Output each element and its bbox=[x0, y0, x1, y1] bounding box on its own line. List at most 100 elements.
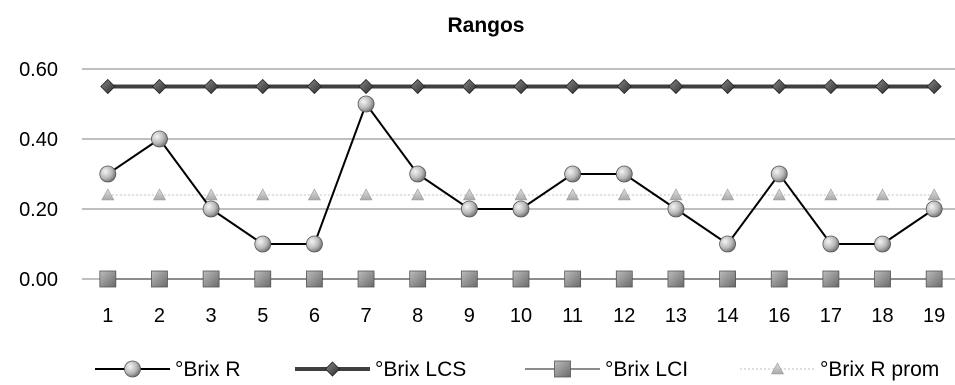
data-point bbox=[204, 188, 218, 201]
data-point bbox=[358, 78, 374, 95]
x-tick-label: 14 bbox=[716, 305, 738, 327]
x-tick-label: 7 bbox=[360, 305, 371, 327]
data-point bbox=[617, 188, 631, 201]
data-point bbox=[822, 235, 840, 253]
legend-label: °Brix R prom bbox=[820, 358, 939, 381]
data-point bbox=[512, 270, 530, 288]
data-point bbox=[771, 78, 787, 95]
data-point bbox=[513, 78, 529, 95]
x-tick-label: 19 bbox=[923, 305, 945, 327]
x-tick-label: 5 bbox=[257, 305, 268, 327]
data-point bbox=[667, 270, 685, 288]
data-point bbox=[152, 188, 166, 201]
legend-label: °Brix LCS bbox=[375, 358, 466, 381]
data-point bbox=[460, 200, 478, 218]
legend-marker bbox=[324, 361, 341, 377]
x-tick-label: 12 bbox=[613, 305, 635, 327]
data-point bbox=[770, 270, 788, 288]
data-point bbox=[615, 270, 633, 288]
data-point bbox=[202, 200, 220, 218]
data-point bbox=[359, 188, 373, 201]
data-point bbox=[254, 270, 272, 288]
data-point bbox=[410, 78, 426, 95]
legend-entry: °Brix R prom bbox=[740, 358, 939, 381]
data-point bbox=[822, 270, 840, 288]
data-point bbox=[565, 78, 581, 95]
data-point bbox=[100, 78, 116, 95]
x-tick-label: 11 bbox=[562, 305, 583, 327]
data-point bbox=[566, 188, 580, 201]
data-point bbox=[514, 188, 528, 201]
series-sphere bbox=[99, 95, 943, 253]
data-point bbox=[151, 270, 168, 288]
legend-entry: °Brix R bbox=[95, 358, 241, 381]
x-tick-label: 8 bbox=[412, 305, 423, 327]
data-point bbox=[770, 165, 788, 183]
series-group bbox=[99, 78, 943, 288]
data-point bbox=[151, 130, 168, 148]
data-point bbox=[823, 78, 839, 95]
data-point bbox=[256, 188, 270, 201]
y-tick-label: 0.60 bbox=[19, 59, 58, 81]
x-tick-label: 10 bbox=[510, 305, 532, 327]
chart-title: Rangos bbox=[447, 14, 524, 37]
data-point bbox=[306, 78, 322, 95]
data-point bbox=[461, 78, 477, 95]
data-point bbox=[357, 270, 375, 288]
legend-marker bbox=[124, 360, 141, 378]
data-point bbox=[615, 165, 633, 183]
data-point bbox=[564, 270, 582, 288]
x-axis-ticks: 1 2 3 5 6 7 8 9 10 11 12 13 14 16 17 18 19 bbox=[102, 305, 945, 327]
data-point bbox=[926, 78, 942, 95]
y-axis-ticks: 0.00 0.20 0.40 0.60 bbox=[19, 59, 58, 291]
series-diamond bbox=[100, 78, 942, 95]
data-point bbox=[411, 188, 425, 201]
data-point bbox=[874, 270, 891, 288]
data-point bbox=[874, 78, 891, 95]
legend: °Brix R °Brix LCS °Brix LCI °Brix R prom bbox=[95, 358, 939, 381]
legend-entry: °Brix LCS bbox=[295, 358, 466, 381]
series-triangle bbox=[101, 188, 941, 201]
data-point bbox=[772, 188, 786, 201]
data-point bbox=[306, 270, 323, 288]
data-point bbox=[667, 200, 685, 218]
series-square bbox=[99, 270, 943, 288]
data-point bbox=[925, 270, 943, 288]
x-tick-label: 3 bbox=[206, 305, 217, 327]
data-point bbox=[721, 188, 735, 201]
x-tick-label: 2 bbox=[154, 305, 165, 327]
data-point bbox=[925, 200, 943, 218]
data-point bbox=[409, 165, 427, 183]
data-point bbox=[874, 235, 891, 253]
legend-marker bbox=[770, 362, 785, 375]
series-line bbox=[107, 101, 935, 246]
data-point bbox=[99, 270, 117, 288]
data-point bbox=[409, 270, 427, 288]
y-tick-label: 0.00 bbox=[19, 269, 58, 291]
data-point bbox=[255, 78, 271, 95]
x-tick-label: 18 bbox=[871, 305, 893, 327]
x-tick-label: 16 bbox=[768, 305, 790, 327]
legend-label: °Brix R bbox=[175, 358, 241, 381]
legend-label: °Brix LCI bbox=[605, 358, 688, 381]
legend-marker bbox=[554, 360, 571, 378]
y-tick-label: 0.20 bbox=[19, 199, 58, 221]
x-tick-label: 17 bbox=[820, 305, 842, 327]
data-point bbox=[512, 200, 530, 218]
data-point bbox=[99, 165, 117, 183]
legend-entry: °Brix LCI bbox=[525, 358, 688, 381]
data-point bbox=[927, 188, 941, 201]
data-point bbox=[357, 95, 375, 113]
x-tick-label: 9 bbox=[464, 305, 475, 327]
data-point bbox=[876, 188, 890, 201]
data-point bbox=[101, 188, 115, 201]
data-point bbox=[202, 270, 220, 288]
data-point bbox=[669, 188, 683, 201]
data-point bbox=[203, 78, 219, 95]
data-point bbox=[462, 188, 476, 201]
data-point bbox=[824, 188, 838, 201]
x-tick-label: 13 bbox=[665, 305, 687, 327]
data-point bbox=[616, 78, 632, 95]
data-point bbox=[564, 165, 582, 183]
